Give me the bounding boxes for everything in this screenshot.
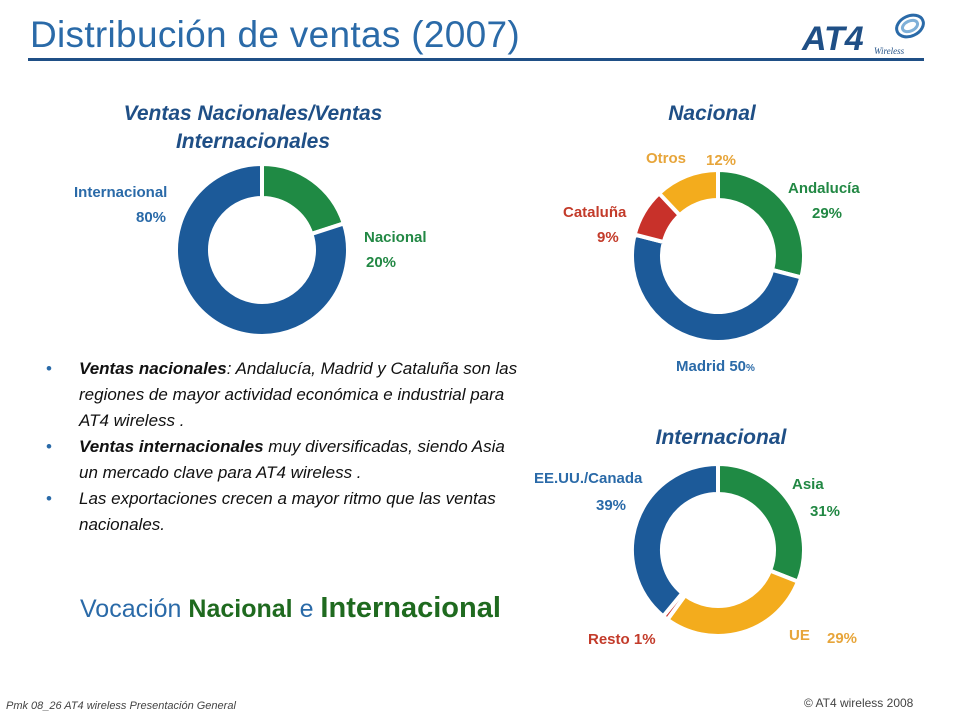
vocacion-statement: Vocación Nacional e Internacional	[80, 592, 501, 625]
company-logo: AT4 Wireless	[801, 13, 925, 58]
bullet-item: • Ventas internacionales muy diversifica…	[44, 434, 524, 486]
label-internacional-pct: 80%	[136, 209, 167, 226]
vocacion-internacional: Internacional	[320, 592, 501, 624]
donut-slice-ee-uu-canada	[630, 462, 720, 619]
bullet-text: Las exportaciones crecen a mayor ritmo q…	[79, 489, 496, 534]
page-title: Distribución de ventas (2007)	[30, 14, 520, 55]
vocacion-prefix: Vocación	[80, 595, 189, 623]
label-madrid: Madrid 50%	[676, 358, 755, 375]
logo-swirl-icon	[895, 13, 925, 39]
label-eeuu-canada: EE.UU./Canada	[534, 470, 643, 487]
logo-subtext: Wireless	[874, 46, 905, 56]
label-asia-pct: 31%	[810, 503, 841, 520]
bullet-list: • Ventas nacionales: Andalucía, Madrid y…	[44, 356, 524, 538]
bullet-text: : Andalucía, Madrid y Cataluña son las r…	[79, 359, 518, 430]
label-otros-pct: 12%	[706, 152, 737, 169]
donut-slice-otros	[657, 168, 720, 218]
title-divider	[28, 58, 924, 61]
donut-slice-internacional	[174, 162, 350, 338]
bullet-item: • Ventas nacionales: Andalucía, Madrid y…	[44, 356, 524, 434]
bullet-text: muy diversificadas, siendo Asia un merca…	[79, 437, 505, 482]
chart-title-internacional: Internacional	[655, 426, 787, 449]
label-resto-pct: 1%	[633, 631, 656, 648]
label-ue: UE	[789, 627, 810, 644]
donut-slice-nacional	[260, 162, 346, 236]
label-eeuu-canada-pct: 39%	[596, 497, 627, 514]
vocacion-nacional: Nacional	[188, 595, 293, 623]
label-resto: Resto 1%	[588, 631, 656, 648]
label-otros: Otros	[646, 150, 687, 167]
bullet-dot-icon: •	[46, 359, 52, 378]
donut-slice-madrid	[629, 232, 804, 345]
label-cataluna-pct: 9%	[597, 229, 619, 246]
chart-title-nat-int-line1: Ventas Nacionales/Ventas	[123, 102, 383, 125]
bullet-dot-icon: •	[46, 437, 52, 456]
donut-chart-internacional	[630, 462, 806, 638]
label-andalucia: Andalucía	[788, 180, 860, 197]
donut-slice-ue	[665, 568, 800, 638]
chart-title-nacional: Nacional	[668, 102, 756, 125]
footer-right: © AT4 wireless 2008	[804, 696, 914, 710]
chart-title-nat-int-line2: Internacionales	[175, 130, 331, 153]
footer-left: Pmk 08_26 AT4 wireless Presentación Gene…	[6, 700, 236, 712]
bullet-dot-icon: •	[46, 489, 52, 508]
donut-chart-nacional	[629, 168, 806, 345]
label-nacional-pct: 20%	[366, 254, 397, 271]
bullet-bold: Ventas nacionales	[79, 359, 227, 378]
bullet-bold: Ventas internacionales	[79, 437, 264, 456]
label-cataluna: Cataluña	[563, 204, 627, 221]
label-madrid-sign: %	[746, 363, 755, 374]
bullet-item: • Las exportaciones crecen a mayor ritmo…	[44, 486, 524, 538]
label-andalucia-pct: 29%	[812, 205, 843, 222]
label-madrid-value: 50	[729, 358, 747, 375]
vocacion-mid: e	[292, 595, 321, 623]
donut-chart-nat-int	[174, 162, 350, 338]
chart-title-nat-int: Ventas Nacionales/Ventas Internacionales	[98, 100, 408, 156]
label-madrid-name: Madrid	[676, 358, 726, 375]
label-nacional: Nacional	[364, 229, 427, 246]
label-asia: Asia	[792, 476, 824, 493]
logo-text: AT4	[801, 20, 864, 58]
label-resto-name: Resto	[588, 631, 630, 648]
label-internacional: Internacional	[74, 184, 168, 201]
label-ue-pct: 29%	[827, 630, 858, 647]
